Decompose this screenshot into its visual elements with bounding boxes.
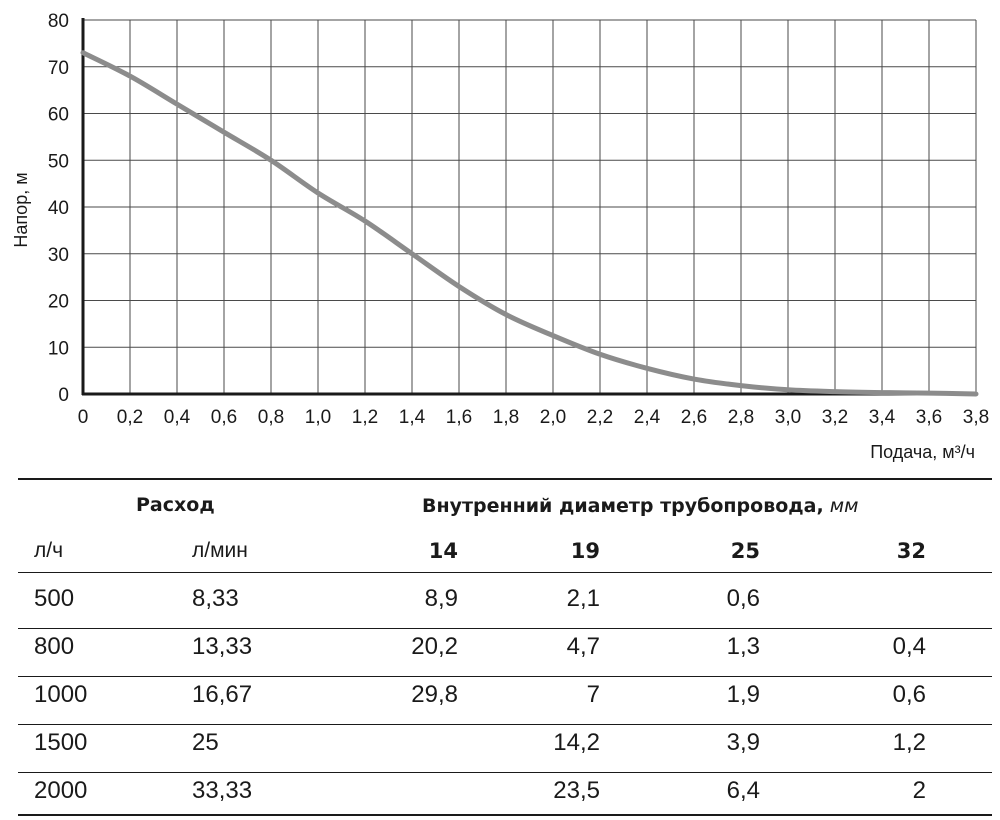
cell-d14: 20,2 [411,633,458,660]
chart-series [80,50,979,397]
x-tick-label: 1,2 [352,407,378,428]
y-axis-title: Напор, м [11,172,31,247]
x-tick-label: 3,2 [822,407,848,428]
column-header-d19: 19 [570,539,600,563]
x-tick-label: 1,4 [399,407,426,428]
x-tick-label: 0,2 [117,407,143,428]
x-tick-label: 2,6 [681,407,707,428]
cell-d19: 14,2 [553,729,600,756]
y-tick-label: 30 [48,245,69,266]
row-separator [18,724,992,725]
y-tick-label: 50 [48,151,69,172]
cell-l-per-hour: 1000 [34,681,88,708]
chart-grid [83,19,977,394]
y-tick-label: 20 [48,292,69,313]
cell-d32: 2 [912,777,926,804]
cell-d32: 1,2 [892,729,926,756]
cell-l-per-min: 25 [192,729,219,756]
x-tick-label: 1,0 [305,407,331,428]
x-tick-label: 0,4 [164,407,191,428]
row-separator [18,772,992,773]
cell-l-per-hour: 800 [34,633,75,660]
cell-d19: 23,5 [553,777,600,804]
cell-d25: 6,4 [726,777,760,804]
cell-l-per-hour: 1500 [34,729,88,756]
group-header-diameter-label: Внутренний диаметр трубопровода, [422,495,824,517]
column-header-d25: 25 [730,539,760,563]
x-axis-title: Подача, м³/ч [870,442,975,462]
x-tick-label: 2,4 [634,407,661,428]
x-tick-label: 0,8 [258,407,284,428]
cell-l-per-hour: 500 [34,585,75,612]
group-header-diameter: Внутренний диаметр трубопровода, мм [422,492,858,519]
x-tick-label: 2,0 [540,407,566,428]
cell-d25: 3,9 [726,729,760,756]
y-tick-label: 80 [48,11,69,32]
cell-d14: 8,9 [424,585,458,612]
x-tick-label: 3,8 [963,407,989,428]
y-tick-label: 10 [48,338,69,359]
cell-d25: 1,9 [726,681,760,708]
x-tick-label: 1,8 [493,407,519,428]
column-header-d32: 32 [896,539,926,563]
x-tick-label: 3,6 [916,407,942,428]
chart-axes [81,18,977,396]
header-rule [18,572,992,573]
column-header-d14: 14 [428,539,458,563]
cell-d19: 4,7 [566,633,600,660]
cell-l-per-min: 33,33 [192,777,253,804]
table-top-rule [18,478,992,480]
x-tick-label: 1,6 [446,407,472,428]
y-tick-label: 0 [58,385,69,406]
x-tick-label: 3,0 [775,407,801,428]
cell-d25: 0,6 [726,585,760,612]
row-separator [18,628,992,629]
cell-d32: 0,6 [892,681,926,708]
group-header-diameter-unit: мм [829,495,859,517]
cell-d19: 7 [586,681,600,708]
cell-l-per-min: 8,33 [192,585,239,612]
y-tick-label: 70 [48,58,69,79]
x-tick-label: 2,2 [587,407,613,428]
cell-d32: 0,4 [892,633,926,660]
cell-l-per-hour: 2000 [34,777,88,804]
head-flow-chart: 0 0,2 0,4 0,6 0,8 1,0 1,2 1,4 1,6 1,8 2,0 2,2 2,4 2,6… [11,11,990,462]
cell-d14: 29,8 [411,681,458,708]
y-tick-labels: 0 10 20 30 40 50 60 70 80 [48,11,69,406]
head-curve-line [80,50,979,397]
column-header-l-per-hour: л/ч [34,539,64,562]
x-tick-label: 2,8 [728,407,754,428]
cell-d19: 2,1 [566,585,600,612]
row-separator [18,676,992,677]
cell-l-per-min: 13,33 [192,633,253,660]
x-tick-labels: 0 0,2 0,4 0,6 0,8 1,0 1,2 1,4 1,6 1,8 2,0 2,2 2,4 2,6… [78,407,990,428]
cell-l-per-min: 16,67 [192,681,253,708]
x-tick-label: 0,6 [211,407,237,428]
group-header-flow: Расход [136,494,215,516]
cell-d25: 1,3 [726,633,760,660]
y-tick-label: 60 [48,105,69,126]
table-bottom-rule [18,814,992,816]
column-header-l-per-min: л/мин [192,539,248,562]
x-tick-label: 0 [78,407,89,428]
y-tick-label: 40 [48,198,69,219]
x-tick-label: 3,4 [869,407,896,428]
